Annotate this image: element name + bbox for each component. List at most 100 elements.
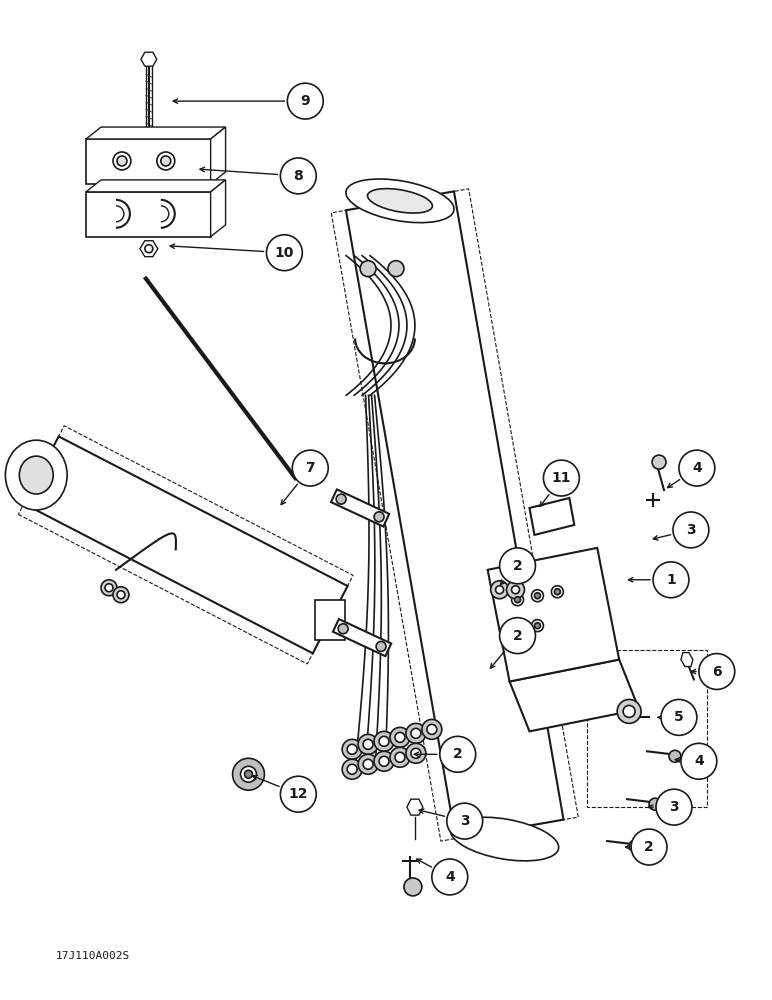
Text: 1: 1 — [666, 573, 676, 587]
Circle shape — [395, 732, 405, 742]
Circle shape — [699, 654, 735, 689]
Circle shape — [681, 743, 717, 779]
Circle shape — [232, 758, 265, 790]
Ellipse shape — [117, 156, 127, 166]
Circle shape — [406, 723, 426, 743]
Text: 9: 9 — [300, 94, 310, 108]
Circle shape — [287, 83, 323, 119]
Text: 5: 5 — [674, 710, 684, 724]
Circle shape — [554, 589, 560, 595]
Circle shape — [342, 739, 362, 759]
Circle shape — [512, 586, 520, 594]
Circle shape — [629, 840, 641, 852]
Polygon shape — [488, 548, 619, 681]
Circle shape — [374, 751, 394, 771]
Polygon shape — [407, 799, 423, 815]
Circle shape — [447, 803, 482, 839]
Circle shape — [347, 764, 357, 774]
Circle shape — [390, 727, 410, 747]
Polygon shape — [346, 191, 564, 839]
Circle shape — [374, 512, 384, 522]
Circle shape — [113, 587, 129, 603]
Circle shape — [347, 744, 357, 754]
Circle shape — [652, 455, 666, 469]
Circle shape — [336, 494, 346, 504]
Text: 10: 10 — [275, 246, 294, 260]
Circle shape — [512, 594, 523, 606]
Ellipse shape — [113, 152, 131, 170]
Circle shape — [360, 261, 376, 277]
Circle shape — [245, 770, 252, 778]
Polygon shape — [530, 498, 574, 535]
Circle shape — [411, 748, 421, 758]
Polygon shape — [211, 180, 225, 237]
Polygon shape — [140, 241, 157, 257]
Circle shape — [631, 829, 667, 865]
Text: 7: 7 — [306, 461, 315, 475]
Ellipse shape — [367, 189, 432, 213]
Polygon shape — [331, 489, 389, 527]
Text: 17J110A002S: 17J110A002S — [56, 951, 130, 961]
Circle shape — [422, 719, 442, 739]
Circle shape — [379, 756, 389, 766]
Circle shape — [499, 548, 536, 584]
Circle shape — [551, 586, 564, 598]
Circle shape — [145, 245, 153, 253]
Circle shape — [280, 776, 317, 812]
Circle shape — [411, 728, 421, 738]
Text: 2: 2 — [513, 629, 523, 643]
Circle shape — [514, 597, 520, 603]
Circle shape — [374, 731, 394, 751]
Circle shape — [656, 789, 692, 825]
Polygon shape — [681, 653, 693, 667]
Circle shape — [661, 699, 697, 735]
Circle shape — [534, 623, 540, 629]
Circle shape — [506, 581, 524, 599]
Circle shape — [390, 747, 410, 767]
Ellipse shape — [451, 817, 559, 861]
Circle shape — [280, 158, 317, 194]
Circle shape — [338, 624, 348, 634]
Circle shape — [358, 754, 378, 774]
Circle shape — [406, 743, 426, 763]
Circle shape — [395, 752, 405, 762]
Circle shape — [653, 562, 689, 598]
Circle shape — [531, 590, 543, 602]
Polygon shape — [86, 127, 225, 139]
Ellipse shape — [157, 152, 174, 170]
Bar — [86, 139, 211, 184]
Circle shape — [376, 641, 386, 651]
Circle shape — [342, 759, 362, 779]
Text: 6: 6 — [712, 665, 722, 679]
Bar — [587, 650, 707, 807]
Circle shape — [531, 620, 543, 632]
Polygon shape — [333, 619, 391, 656]
Circle shape — [388, 261, 404, 277]
Circle shape — [491, 581, 509, 599]
Circle shape — [427, 724, 437, 734]
Circle shape — [499, 618, 536, 654]
Text: 4: 4 — [692, 461, 702, 475]
Circle shape — [617, 699, 641, 723]
Circle shape — [623, 705, 635, 717]
Circle shape — [404, 878, 422, 896]
Text: 3: 3 — [460, 814, 469, 828]
Text: 8: 8 — [293, 169, 303, 183]
Text: 4: 4 — [694, 754, 704, 768]
Polygon shape — [86, 180, 225, 192]
Circle shape — [266, 235, 303, 271]
Circle shape — [512, 624, 523, 636]
Circle shape — [363, 759, 373, 769]
Circle shape — [649, 798, 661, 810]
Circle shape — [105, 584, 113, 592]
Text: 2: 2 — [644, 840, 654, 854]
Circle shape — [534, 593, 540, 599]
Bar — [86, 192, 211, 237]
Ellipse shape — [5, 440, 67, 510]
Circle shape — [669, 750, 681, 762]
Text: 11: 11 — [552, 471, 571, 485]
Circle shape — [101, 580, 117, 596]
Circle shape — [514, 627, 520, 633]
Polygon shape — [141, 52, 157, 66]
Polygon shape — [211, 127, 225, 184]
